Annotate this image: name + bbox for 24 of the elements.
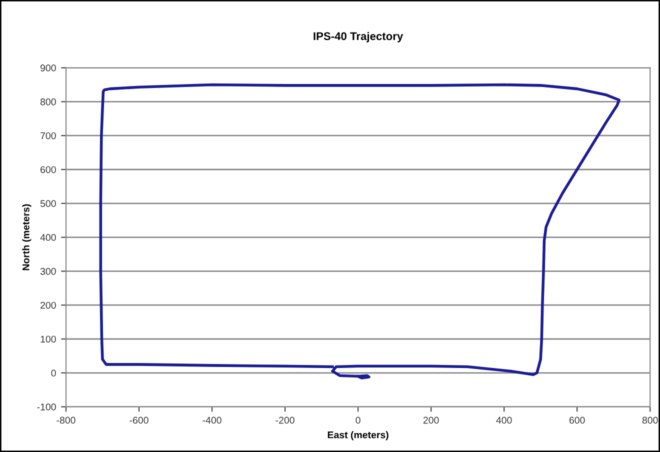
chart-title: IPS-40 Trajectory (314, 32, 404, 42)
x-tick-label: 200 (423, 416, 439, 424)
y-tick-label: 700 (40, 132, 56, 140)
y-axis-title: North (meters) (22, 204, 32, 270)
y-tick-label: 0 (51, 370, 56, 377)
y-tick-label: 500 (40, 200, 56, 208)
x-tick-label: -400 (202, 416, 222, 424)
y-tick-label: 300 (40, 268, 56, 275)
line-series (99, 83, 620, 380)
x-tick-label: -600 (130, 416, 148, 424)
x-tick-label: 400 (496, 416, 512, 424)
y-tick-label: 100 (40, 336, 56, 343)
y-tick-label: 600 (40, 166, 56, 174)
x-tick-label: 800 (642, 416, 658, 424)
x-tick-label: 0 (356, 416, 360, 424)
x-tick-label: 600 (569, 416, 585, 424)
y-tick-label: 800 (40, 98, 56, 106)
x-tick-label: -800 (56, 416, 76, 424)
y-tick-label: 200 (40, 302, 56, 309)
x-axis-title: East (meters) (328, 431, 388, 440)
y-tick-label: -100 (37, 404, 56, 410)
y-tick-label: 400 (40, 234, 56, 241)
x-tick-label: -200 (276, 416, 294, 424)
y-tick-label: 900 (40, 64, 56, 72)
